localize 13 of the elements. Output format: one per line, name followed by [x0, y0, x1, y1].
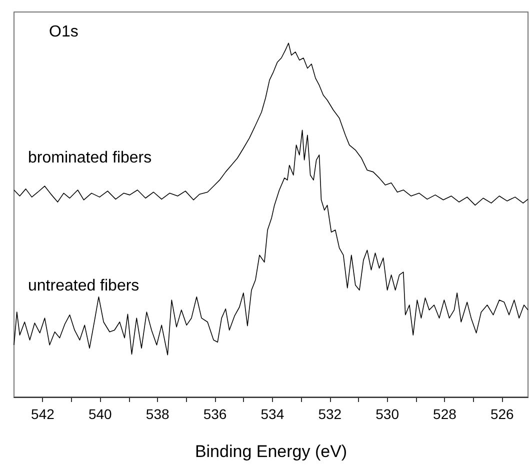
text: O1s — [49, 24, 78, 40]
series-label: brominated fibers — [28, 149, 152, 166]
x-tick-label: 534 — [260, 406, 284, 422]
x-tick-label: 538 — [146, 406, 170, 422]
x-axis-title: Binding Energy (eV) — [194, 442, 348, 461]
x-tick-label: 528 — [433, 406, 457, 422]
x-tick-label: 530 — [376, 406, 400, 422]
x-tick-label: 540 — [88, 406, 112, 422]
series-label: untreated fibers — [28, 277, 140, 294]
x-tick-label: 542 — [31, 406, 55, 422]
x-tick-label: 526 — [490, 406, 514, 422]
x-tick-label: 532 — [318, 406, 342, 422]
x-tick-label: 536 — [203, 406, 227, 422]
